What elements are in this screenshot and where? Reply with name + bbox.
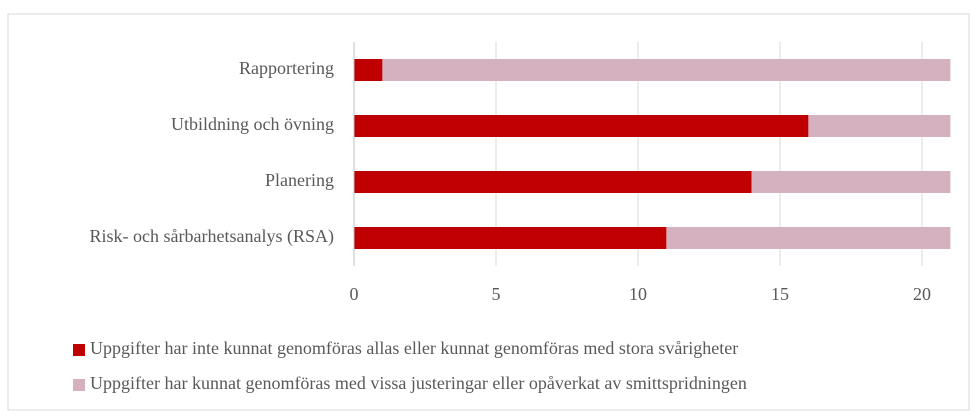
bar	[666, 227, 951, 249]
legend-swatch	[73, 344, 85, 356]
bar	[751, 171, 951, 193]
x-tick-label: 15	[771, 284, 789, 304]
x-tick-label: 0	[350, 284, 359, 304]
legend-label: Uppgifter har kunnat genomföras med viss…	[90, 373, 747, 393]
y-tick-label: Rapportering	[239, 58, 334, 78]
y-tick-label: Risk- och sårbarhetsanalys (RSA)	[90, 226, 334, 247]
legend-label: Uppgifter har inte kunnat genomföras all…	[90, 338, 738, 358]
x-tick-label: 5	[492, 284, 501, 304]
x-tick-label: 10	[629, 284, 647, 304]
x-tick-label: 20	[913, 284, 931, 304]
bar	[354, 115, 809, 137]
bar	[354, 59, 383, 81]
bar	[808, 115, 951, 137]
bar	[382, 59, 951, 81]
y-tick-label: Planering	[265, 170, 334, 190]
bar	[354, 227, 667, 249]
y-tick-label: Utbildning och övning	[171, 114, 334, 134]
legend-swatch	[73, 379, 85, 391]
bar	[354, 171, 752, 193]
